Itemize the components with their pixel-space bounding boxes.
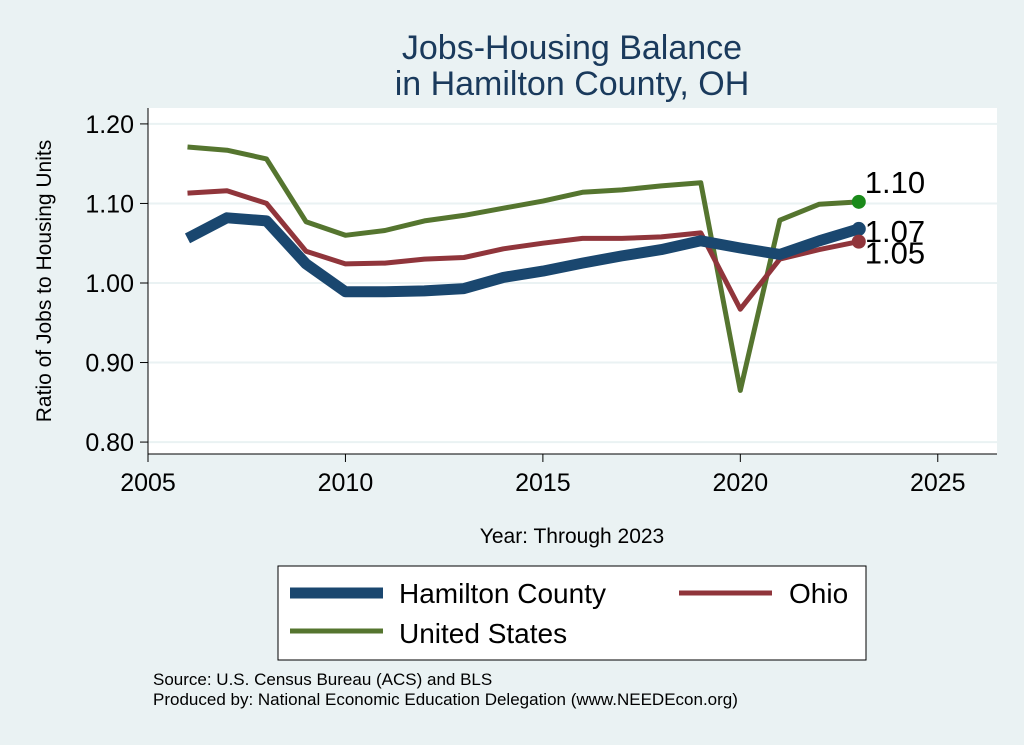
x-axis-title: Year: Through 2023 (480, 525, 665, 548)
end-label-ohio: 1.05 (865, 236, 925, 271)
y-axis-title: Ratio of Jobs to Housing Units (33, 140, 56, 422)
y-tick-label: 1.00 (85, 270, 134, 298)
series-line-united-states (187, 144, 859, 393)
legend: Hamilton County Ohio United States (277, 565, 867, 661)
end-marker-united-states (851, 194, 866, 209)
plot-area (148, 108, 997, 454)
series-line-ohio (187, 188, 860, 312)
y-tick-label: 1.10 (85, 190, 134, 218)
source-line: Source: U.S. Census Bureau (ACS) and BLS (153, 670, 493, 689)
y-tick-label: 0.90 (85, 350, 134, 378)
chart-title: Jobs-Housing Balance in Hamilton County,… (395, 29, 750, 103)
x-tick-label: 2010 (318, 469, 374, 497)
axes (140, 108, 997, 462)
produced-by-line: Produced by: National Economic Education… (153, 690, 738, 709)
x-tick-label: 2020 (713, 469, 769, 497)
data-series (184, 144, 861, 393)
end-label-hamilton-county: 1.07 (865, 214, 925, 249)
legend-box (277, 565, 867, 661)
legend-label-united-states: United States (399, 618, 567, 649)
end-value-labels: 1.071.05 1.10 (851, 165, 925, 271)
source-notes: Source: U.S. Census Bureau (ACS) and BLS… (153, 670, 738, 710)
x-tick-labels: 2005 2010 2015 2020 2025 (120, 469, 965, 497)
chart-title-line-2: in Hamilton County, OH (395, 65, 750, 103)
legend-label-hamilton-county: Hamilton County (399, 578, 606, 609)
series-line-hamilton-county (184, 212, 861, 298)
x-tick-label: 2015 (515, 469, 571, 497)
end-marker-ohio (851, 234, 866, 249)
x-tick-label: 2005 (120, 469, 176, 497)
y-tick-labels: 0.80 0.90 1.00 1.10 1.20 (85, 111, 134, 457)
end-label-united-states: 1.10 (865, 165, 925, 200)
chart-title-line-1: Jobs-Housing Balance (402, 29, 742, 67)
x-tick-label: 2025 (910, 469, 966, 497)
y-tick-label: 1.20 (85, 111, 134, 139)
legend-label-ohio: Ohio (789, 578, 848, 609)
end-marker-hamilton-county (851, 221, 866, 236)
y-tick-label: 0.80 (85, 429, 134, 457)
